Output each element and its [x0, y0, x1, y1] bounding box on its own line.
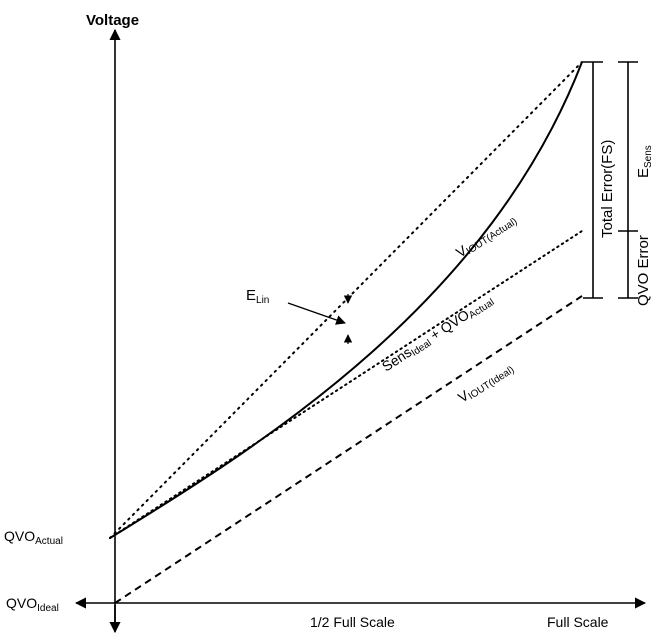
actual-curve-label: VIOUT(Actual)	[453, 210, 520, 262]
x-tick-half-full-scale: 1/2 Full Scale	[310, 614, 395, 630]
ideal-line-label: VIOUT(Ideal)	[455, 359, 516, 408]
x-tick-full-scale: Full Scale	[547, 614, 609, 630]
qvo-error-label: QVO Error	[635, 235, 652, 306]
endpoint-straight-line	[109, 61, 583, 539]
elin-label: ELin	[246, 287, 269, 306]
qvo-actual-label: QVOActual	[4, 528, 63, 547]
y-axis-label: Voltage	[86, 12, 139, 29]
total-error-label: Total Error(FS)	[599, 140, 616, 238]
elin-pointer	[287, 302, 346, 325]
esens-label: ESens	[635, 145, 654, 178]
ideal-output-line	[114, 295, 583, 604]
sens-ideal-qvo-actual-line	[109, 230, 583, 539]
qvo-ideal-label: QVOIdeal	[6, 595, 59, 614]
actual-output-curve	[109, 61, 583, 539]
